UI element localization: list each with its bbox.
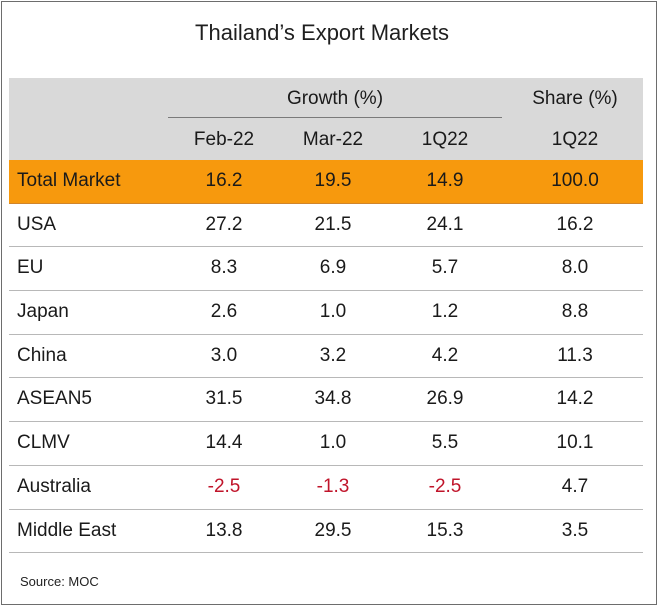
growth-value: 5.5	[431, 432, 459, 454]
column-header-1q22-share: 1Q22	[551, 129, 599, 150]
growth-value: 1.0	[319, 301, 347, 323]
market-name: Middle East	[17, 519, 117, 541]
table-row: EU 8.3 6.9 5.7 8.0	[9, 247, 643, 292]
share-value: 14.2	[556, 388, 594, 410]
growth-value: 14.4	[205, 432, 243, 454]
market-name: CLMV	[17, 432, 70, 454]
page-title: Thailand’s Export Markets	[195, 20, 449, 45]
growth-value: 29.5	[314, 519, 352, 541]
growth-value: -1.3	[316, 475, 350, 497]
table-row: China 3.0 3.2 4.2 11.3	[9, 335, 643, 379]
share-value: 8.0	[561, 257, 589, 279]
table-row: Japan 2.6 1.0 1.2 8.8	[9, 291, 643, 335]
growth-value: 3.2	[319, 344, 347, 366]
market-name: Japan	[17, 301, 69, 323]
growth-value: -2.5	[207, 475, 241, 497]
table-row: Australia -2.5 -1.3 -2.5 4.7	[9, 466, 643, 510]
share-value: 3.5	[561, 519, 589, 541]
share-value: 11.3	[557, 344, 593, 366]
table-row: Middle East 13.8 29.5 15.3 3.5	[9, 510, 643, 554]
table-row: USA 27.2 21.5 24.1 16.2	[9, 204, 643, 248]
table-body: Total Market 16.2 19.5 14.9 100.0 USA 27.2 21.5…	[9, 160, 643, 554]
growth-group-header: Growth (%)	[286, 88, 384, 109]
column-header-1q22-growth: 1Q22	[421, 129, 469, 150]
growth-value: 5.7	[431, 257, 459, 279]
growth-value: 27.2	[205, 213, 243, 235]
growth-value: 14.9	[426, 170, 464, 191]
market-name: ASEAN5	[17, 388, 92, 410]
growth-value: 24.1	[426, 213, 464, 235]
column-header-feb22: Feb-22	[193, 129, 255, 150]
growth-value: 21.5	[314, 213, 352, 235]
growth-value: 4.2	[431, 344, 459, 366]
growth-value: 26.9	[426, 388, 464, 410]
growth-value: 34.8	[314, 388, 352, 410]
share-value: 8.8	[561, 301, 589, 323]
growth-value: 2.6	[210, 301, 238, 323]
market-name: Total Market	[17, 170, 121, 191]
column-header-mar22: Mar-22	[302, 129, 364, 150]
table-row: CLMV 14.4 1.0 5.5 10.1	[9, 422, 643, 466]
table-row: ASEAN5 31.5 34.8 26.9 14.2	[9, 378, 643, 423]
share-value: 16.2	[556, 213, 594, 235]
growth-value: 16.2	[205, 170, 243, 191]
growth-value: 31.5	[205, 388, 243, 410]
market-name: EU	[17, 257, 44, 279]
share-value: 10.1	[556, 432, 594, 454]
growth-value: 6.9	[319, 257, 347, 279]
share-value: 4.7	[561, 475, 589, 497]
share-group-header: Share (%)	[532, 88, 618, 109]
share-value: 100.0	[551, 170, 599, 191]
growth-value: 13.8	[205, 519, 243, 541]
market-name: USA	[17, 213, 57, 235]
growth-value: 1.0	[319, 432, 347, 454]
growth-value: 1.2	[431, 301, 459, 323]
growth-value: 3.0	[210, 344, 238, 366]
growth-value: 8.3	[210, 257, 238, 279]
source-note: Source: MOC	[20, 574, 99, 589]
growth-value: 15.3	[426, 519, 464, 541]
growth-value: -2.5	[428, 475, 462, 497]
header-divider	[168, 117, 502, 118]
market-name: Australia	[17, 475, 91, 497]
table-header: Growth (%) Share (%) Feb-22 Mar-22 1Q22 …	[9, 78, 643, 160]
market-name: China	[17, 344, 67, 366]
total-row: Total Market 16.2 19.5 14.9 100.0	[9, 160, 643, 204]
growth-value: 19.5	[314, 170, 352, 191]
